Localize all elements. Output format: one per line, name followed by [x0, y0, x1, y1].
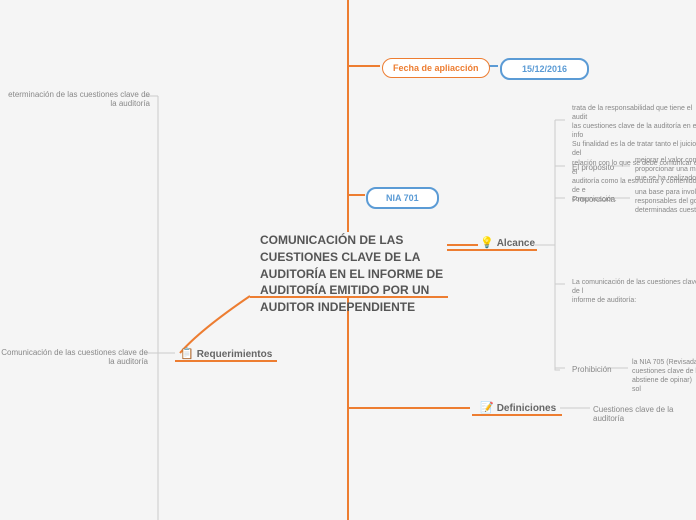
- nia-node: NIA 701: [366, 187, 439, 209]
- definiciones-branch: 📝Definiciones: [480, 401, 556, 414]
- requerimientos-underline: [175, 360, 277, 362]
- proposito-label: El propósito: [572, 163, 614, 172]
- alcance-underline: [447, 249, 537, 251]
- proporciona-text: una base para involuc responsables del g…: [635, 188, 696, 215]
- proporciona-label: Proporciona: [572, 195, 615, 204]
- fecha-label: Fecha de apliacción: [393, 63, 479, 73]
- alcance-branch: 💡Alcance: [480, 236, 535, 249]
- comunicacion-text: La comunicación de las cuestiones clave …: [572, 278, 696, 305]
- definiciones-label: Definiciones: [497, 403, 556, 414]
- pencil-icon: 📝: [480, 402, 494, 414]
- cuestiones-label: Cuestiones clave de la auditoría: [593, 405, 696, 423]
- comunicacion-left-label: Comunicación de las cuestiones clave de …: [0, 348, 148, 366]
- requerimientos-branch: 📋Requerimientos: [180, 347, 272, 360]
- requerimientos-label: Requerimientos: [197, 349, 273, 360]
- definiciones-underline: [472, 414, 562, 416]
- fecha-value: 15/12/2016: [522, 64, 567, 74]
- main-title-text: COMUNICACIÓN DE LAS CUESTIONES CLAVE DE …: [260, 233, 443, 314]
- nia-label: NIA 701: [386, 193, 419, 203]
- prohibicion-text: la NIA 705 (Revisada) cuestiones clave d…: [632, 358, 696, 394]
- proposito-text: mejorar el valor com proporcionar una ma…: [635, 156, 696, 183]
- title-underline: [250, 296, 448, 298]
- fecha-value-node: 15/12/2016: [500, 58, 589, 80]
- prohibicion-label: Prohibición: [572, 365, 612, 374]
- alcance-label: Alcance: [497, 238, 535, 249]
- clipboard-icon: 📋: [180, 348, 194, 360]
- fecha-label-node: Fecha de apliacción: [382, 58, 490, 78]
- main-title: COMUNICACIÓN DE LAS CUESTIONES CLAVE DE …: [260, 232, 446, 316]
- bulb-icon: 💡: [480, 237, 494, 249]
- determinacion-label: eterminación de las cuestiones clave de …: [0, 90, 150, 108]
